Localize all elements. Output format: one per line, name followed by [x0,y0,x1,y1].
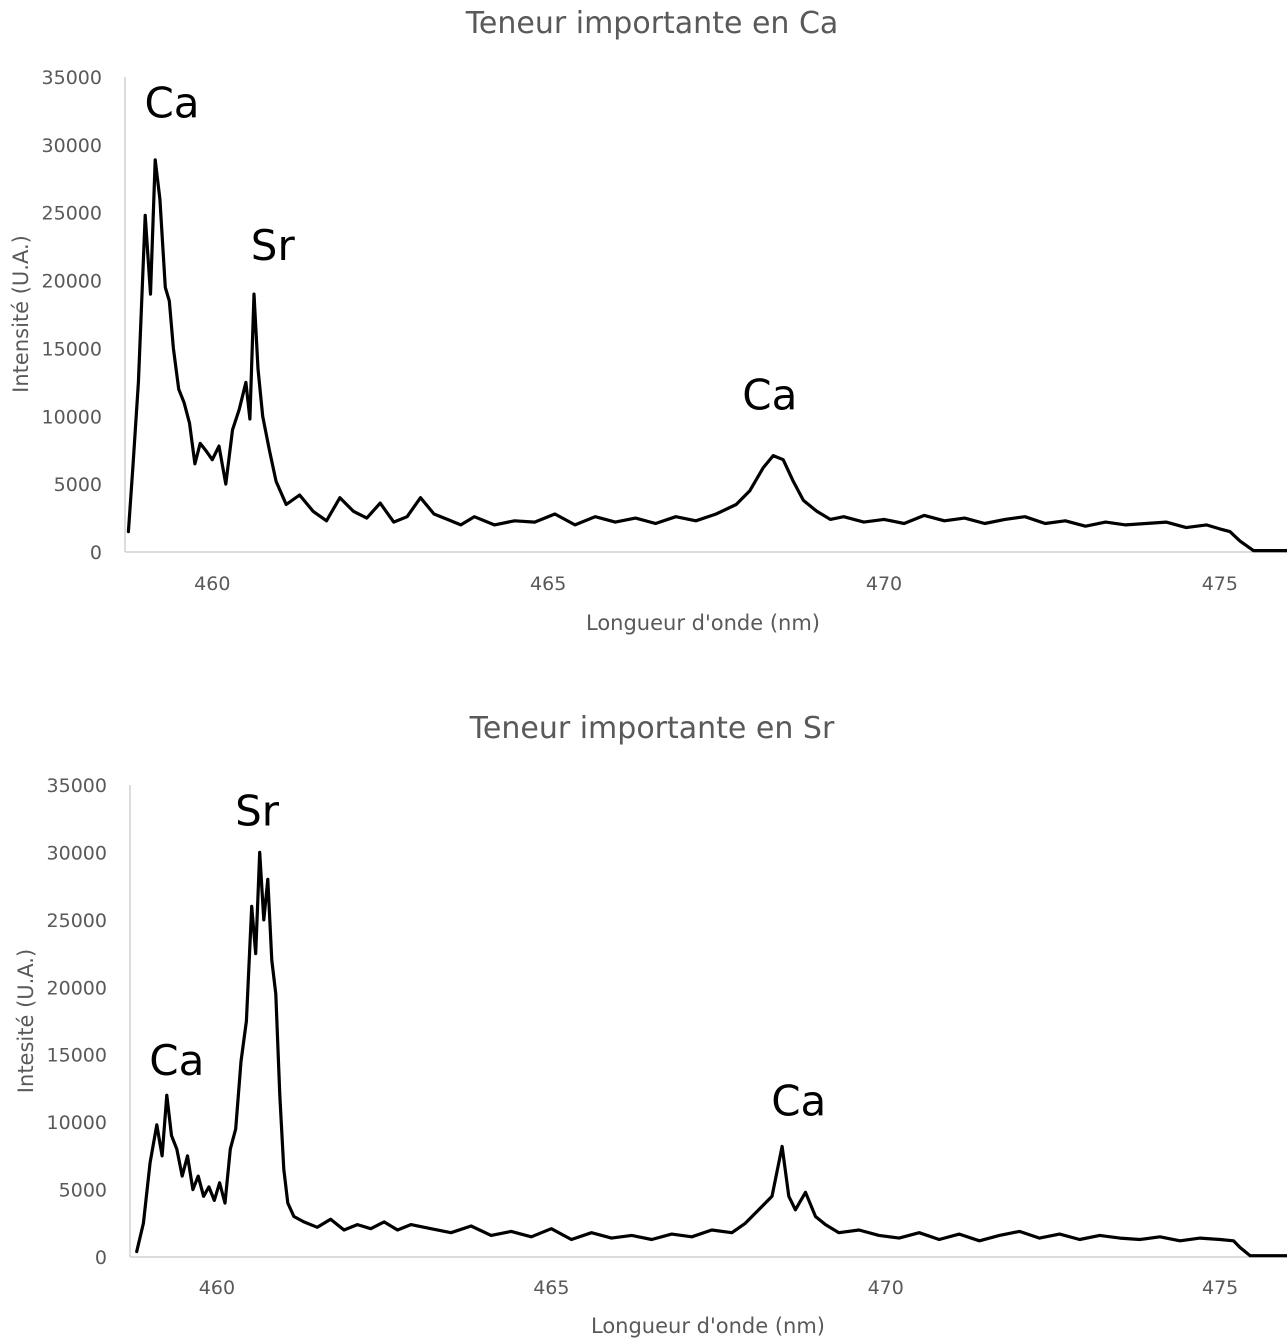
y-axis-label: Intensité (U.A.) [9,235,33,393]
y-tick-label: 20000 [42,271,102,293]
y-tick-label: 25000 [42,203,102,225]
x-tick-label: 465 [530,573,566,595]
y-tick-label: 0 [90,542,102,564]
x-axis-label: Longueur d'onde (nm) [591,1314,825,1338]
y-tick-label: 35000 [42,67,102,89]
y-tick-label: 35000 [47,775,107,797]
peak-label-sr: Sr [251,221,296,270]
y-tick-label: 30000 [42,135,102,157]
x-tick-labels: 460 465 470 475 [199,1277,1238,1299]
x-tick-label: 470 [866,573,902,595]
y-tick-labels: 0 5000 10000 15000 20000 25000 30000 35000 [42,67,102,564]
x-tick-label: 475 [1202,573,1238,595]
peak-label-ca: Ca [771,1076,826,1125]
x-axis-label: Longueur d'onde (nm) [586,611,820,635]
peak-label-ca: Ca [149,1036,204,1085]
chart-ca: Teneur importante en Ca 0 5000 10000 15000 2… [9,6,1287,635]
x-tick-label: 470 [868,1277,904,1299]
peak-label-ca: Ca [742,371,797,420]
peak-label-sr: Sr [235,786,280,835]
x-tick-label: 475 [1202,1277,1238,1299]
y-tick-label: 10000 [47,1112,107,1134]
y-tick-label: 5000 [54,474,102,496]
y-axis-label: Intesité (U.A.) [14,949,38,1093]
y-tick-label: 15000 [47,1045,107,1067]
series-line [135,850,1287,1258]
y-tick-label: 30000 [47,842,107,864]
chart-title: Teneur importante en Ca [465,6,839,41]
y-tick-labels: 0 5000 10000 15000 20000 25000 30000 35000 [47,775,107,1269]
y-tick-label: 20000 [47,977,107,999]
peak-labels: Ca Sr Ca [144,79,797,420]
x-tick-label: 460 [199,1277,235,1299]
y-tick-label: 15000 [42,338,102,360]
x-tick-labels: 460 465 470 475 [194,573,1238,595]
chart-title: Teneur importante en Sr [469,711,835,746]
chart-sr: Teneur importante en Sr 0 5000 10000 15000 2… [14,711,1287,1338]
series-line [126,158,1287,553]
y-tick-label: 10000 [42,406,102,428]
x-tick-label: 460 [194,573,230,595]
x-tick-label: 465 [533,1277,569,1299]
y-tick-label: 5000 [59,1180,107,1202]
y-tick-label: 25000 [47,910,107,932]
peak-labels: Ca Sr Ca [149,786,826,1125]
peak-label-ca: Ca [144,79,199,128]
y-tick-label: 0 [95,1247,107,1269]
